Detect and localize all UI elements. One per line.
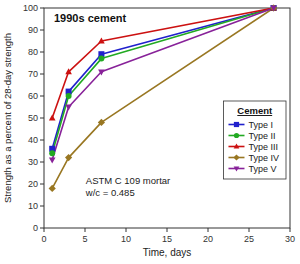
- x-tick-label: 25: [244, 234, 254, 244]
- y-tick-label: 90: [28, 25, 38, 35]
- point: [49, 114, 56, 120]
- y-tick: [40, 162, 44, 163]
- title: 1990s cement: [54, 12, 126, 24]
- y-tick: [40, 118, 44, 119]
- point: [271, 5, 277, 11]
- x-tick: [208, 228, 209, 232]
- y-tick-label: 10: [28, 201, 38, 211]
- chart: 0 5 10 15 20 25 30 0 10 20 30 40 50 60 70 80 90 100 Time, …: [0, 0, 300, 264]
- point: [49, 150, 55, 156]
- legend-marker: [234, 133, 239, 138]
- legend: Cement Type IType IIType IIIType IVType V: [223, 101, 286, 179]
- y-tick-label: 30: [28, 157, 38, 167]
- point: [65, 68, 72, 74]
- x-tick: [44, 228, 45, 232]
- x-tick-label: 10: [121, 234, 131, 244]
- point: [65, 154, 72, 161]
- y-tick: [40, 206, 44, 207]
- legend-label: Type III: [248, 142, 278, 152]
- point: [271, 5, 277, 11]
- y-tick-label: 60: [28, 91, 38, 101]
- legend-frame: [223, 101, 286, 179]
- legend-marker: [234, 143, 240, 148]
- legend-marker: [234, 166, 240, 171]
- y-axis-label: Strength as a percent of 28-day strength: [2, 33, 13, 203]
- annotation-line: ASTM C 109 mortar: [86, 175, 170, 186]
- legend-marker: [234, 122, 239, 127]
- ticks: 0 5 10 15 20 25 30 0 10 20 30 40 50 60 70 80 90 100: [23, 3, 295, 244]
- x-tick-label: 30: [285, 234, 295, 244]
- point: [270, 6, 277, 12]
- y-tick: [40, 8, 44, 9]
- y-tick-label: 80: [28, 47, 38, 57]
- point: [98, 37, 105, 43]
- point: [49, 157, 56, 163]
- x-tick-label: 15: [162, 234, 172, 244]
- y-tick: [40, 140, 44, 141]
- y-tick: [40, 184, 44, 185]
- x-tick-label: 20: [203, 234, 213, 244]
- legend-label: Type IV: [248, 153, 279, 163]
- x-tick-label: 0: [41, 234, 46, 244]
- y-tick-label: 70: [28, 69, 38, 79]
- x-tick: [85, 228, 86, 232]
- x-tick: [290, 228, 291, 232]
- legend-label: Type II: [248, 131, 275, 141]
- point: [270, 4, 277, 11]
- legend-title: Cement: [237, 105, 273, 116]
- y-tick-label: 100: [23, 3, 38, 13]
- legend-label: Type V: [248, 164, 276, 174]
- x-tick: [167, 228, 168, 232]
- point: [98, 56, 104, 62]
- annotation: ASTM C 109 mortarw/c = 0.485: [85, 175, 170, 198]
- x-axis-label: Time, days: [143, 247, 192, 258]
- y-tick: [40, 96, 44, 97]
- y-tick: [40, 228, 44, 229]
- legend-label: Type I: [248, 120, 273, 130]
- point: [98, 69, 105, 75]
- y-tick-label: 20: [28, 179, 38, 189]
- x-tick: [126, 228, 127, 232]
- y-tick-label: 0: [33, 223, 38, 233]
- y-tick-label: 40: [28, 135, 38, 145]
- y-tick: [40, 52, 44, 53]
- annotation-line: w/c = 0.485: [85, 187, 135, 198]
- y-tick-label: 50: [28, 113, 38, 123]
- y-tick: [40, 30, 44, 31]
- point: [65, 105, 72, 111]
- point: [49, 185, 56, 192]
- x-tick: [249, 228, 250, 232]
- x-tick-label: 5: [82, 234, 87, 244]
- point: [98, 119, 105, 126]
- plot-frame: [44, 8, 290, 228]
- point: [66, 93, 72, 99]
- y-tick: [40, 74, 44, 75]
- legend-marker: [233, 154, 239, 160]
